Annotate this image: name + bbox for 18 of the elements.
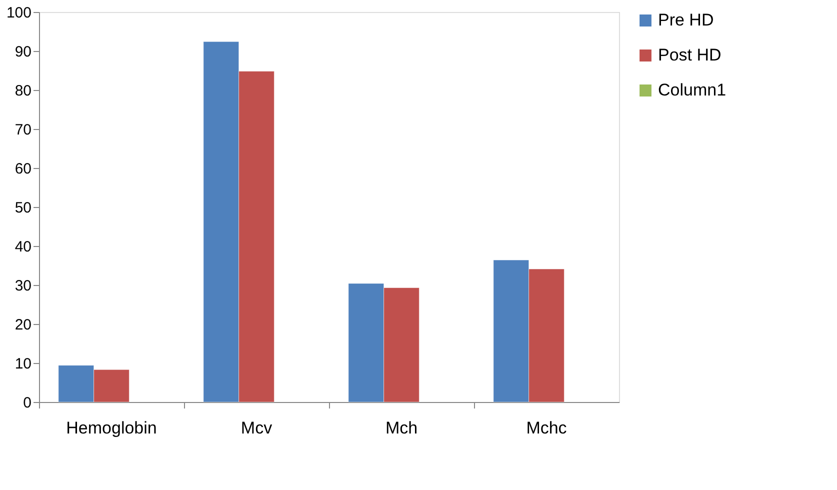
x-tick-label: Mcv	[240, 418, 273, 438]
y-tick-label: 0	[23, 394, 32, 412]
y-tick-label: 80	[14, 82, 32, 100]
y-tick-label: 60	[14, 160, 32, 178]
y-tick-label: 10	[14, 356, 32, 372]
y-tick-label: 40	[14, 238, 32, 256]
y-tick-label: 90	[14, 44, 32, 60]
y-tick-label: 30	[14, 278, 32, 294]
y-tick-label: 70	[14, 122, 32, 138]
x-tick-label: Hemoglobin	[66, 418, 157, 438]
legend-label: Column1	[658, 80, 726, 100]
x-tick-label: Mchc	[526, 418, 568, 438]
legend-label: Post HD	[658, 46, 722, 64]
x-tick-label: Mch	[385, 418, 418, 438]
legend-label: Pre HD	[658, 10, 714, 30]
y-tick-label: 20	[14, 316, 32, 334]
y-tick-label: 100	[6, 4, 32, 22]
y-tick-label: 50	[14, 200, 32, 216]
